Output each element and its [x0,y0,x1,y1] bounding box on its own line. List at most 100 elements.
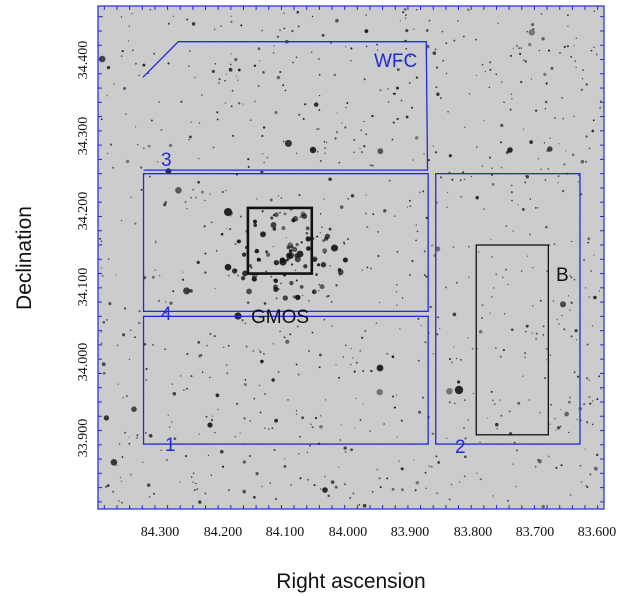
star [588,379,591,381]
star [150,119,153,122]
star [448,401,451,404]
star [137,144,139,146]
star [165,459,168,462]
star [217,81,221,84]
star [362,370,365,372]
star [412,159,414,161]
star [214,287,216,290]
star [528,399,530,401]
star [524,352,527,355]
star [559,301,567,308]
star [376,468,379,471]
star [566,14,569,17]
star [584,448,586,450]
x-tick-label: 84.000 [329,525,368,540]
star [528,233,531,236]
star [588,396,591,399]
star [392,395,394,398]
star [209,332,212,336]
star [283,27,286,30]
star [463,475,466,478]
star [153,492,155,495]
star [128,436,130,439]
star [561,189,565,193]
star [306,451,308,454]
star [119,476,121,478]
star [324,152,326,155]
star [160,128,163,132]
star [547,455,550,458]
star [276,35,280,38]
star [492,399,494,402]
star [205,415,208,418]
star [275,297,278,300]
star [539,299,542,302]
star [537,207,539,209]
star [525,175,530,179]
star [553,243,556,246]
star [350,194,355,198]
star [154,269,156,271]
star [185,455,188,458]
star [297,373,300,376]
star [537,157,540,160]
star [108,302,112,306]
star [211,69,215,73]
star [209,376,211,379]
star [200,354,203,356]
star [337,466,340,468]
region-outline-b [475,244,549,436]
star [323,140,326,143]
star [277,195,280,197]
star [558,143,560,145]
star [493,402,496,406]
star [396,250,399,253]
star [274,418,278,423]
star [224,263,232,271]
star [363,78,366,81]
star [378,301,381,304]
star [317,289,320,292]
star [286,258,289,262]
star [353,151,355,154]
star [285,236,288,239]
star [468,276,470,278]
star [361,336,364,339]
star [343,241,345,243]
star [543,142,546,144]
star [272,52,275,54]
star [172,15,175,17]
star [263,352,265,355]
star [512,463,514,465]
star [564,411,569,417]
star [393,92,396,95]
star [112,83,115,85]
star [382,209,387,213]
star [544,179,547,182]
star [575,66,577,69]
star [331,325,333,327]
star [582,69,584,72]
star [414,136,419,140]
star [230,53,232,55]
star [366,225,369,229]
star [500,166,503,169]
star [417,359,420,362]
star [339,205,344,209]
star [163,203,167,207]
star [106,65,111,70]
star [370,267,372,270]
star [490,238,492,241]
star [330,244,339,252]
star [350,47,353,50]
star [422,190,425,193]
star [517,204,519,206]
star [525,324,529,328]
star [534,466,537,468]
star [520,270,523,272]
star [237,274,239,277]
star [599,106,602,109]
star [196,488,199,491]
star [424,341,427,344]
star [310,423,312,425]
